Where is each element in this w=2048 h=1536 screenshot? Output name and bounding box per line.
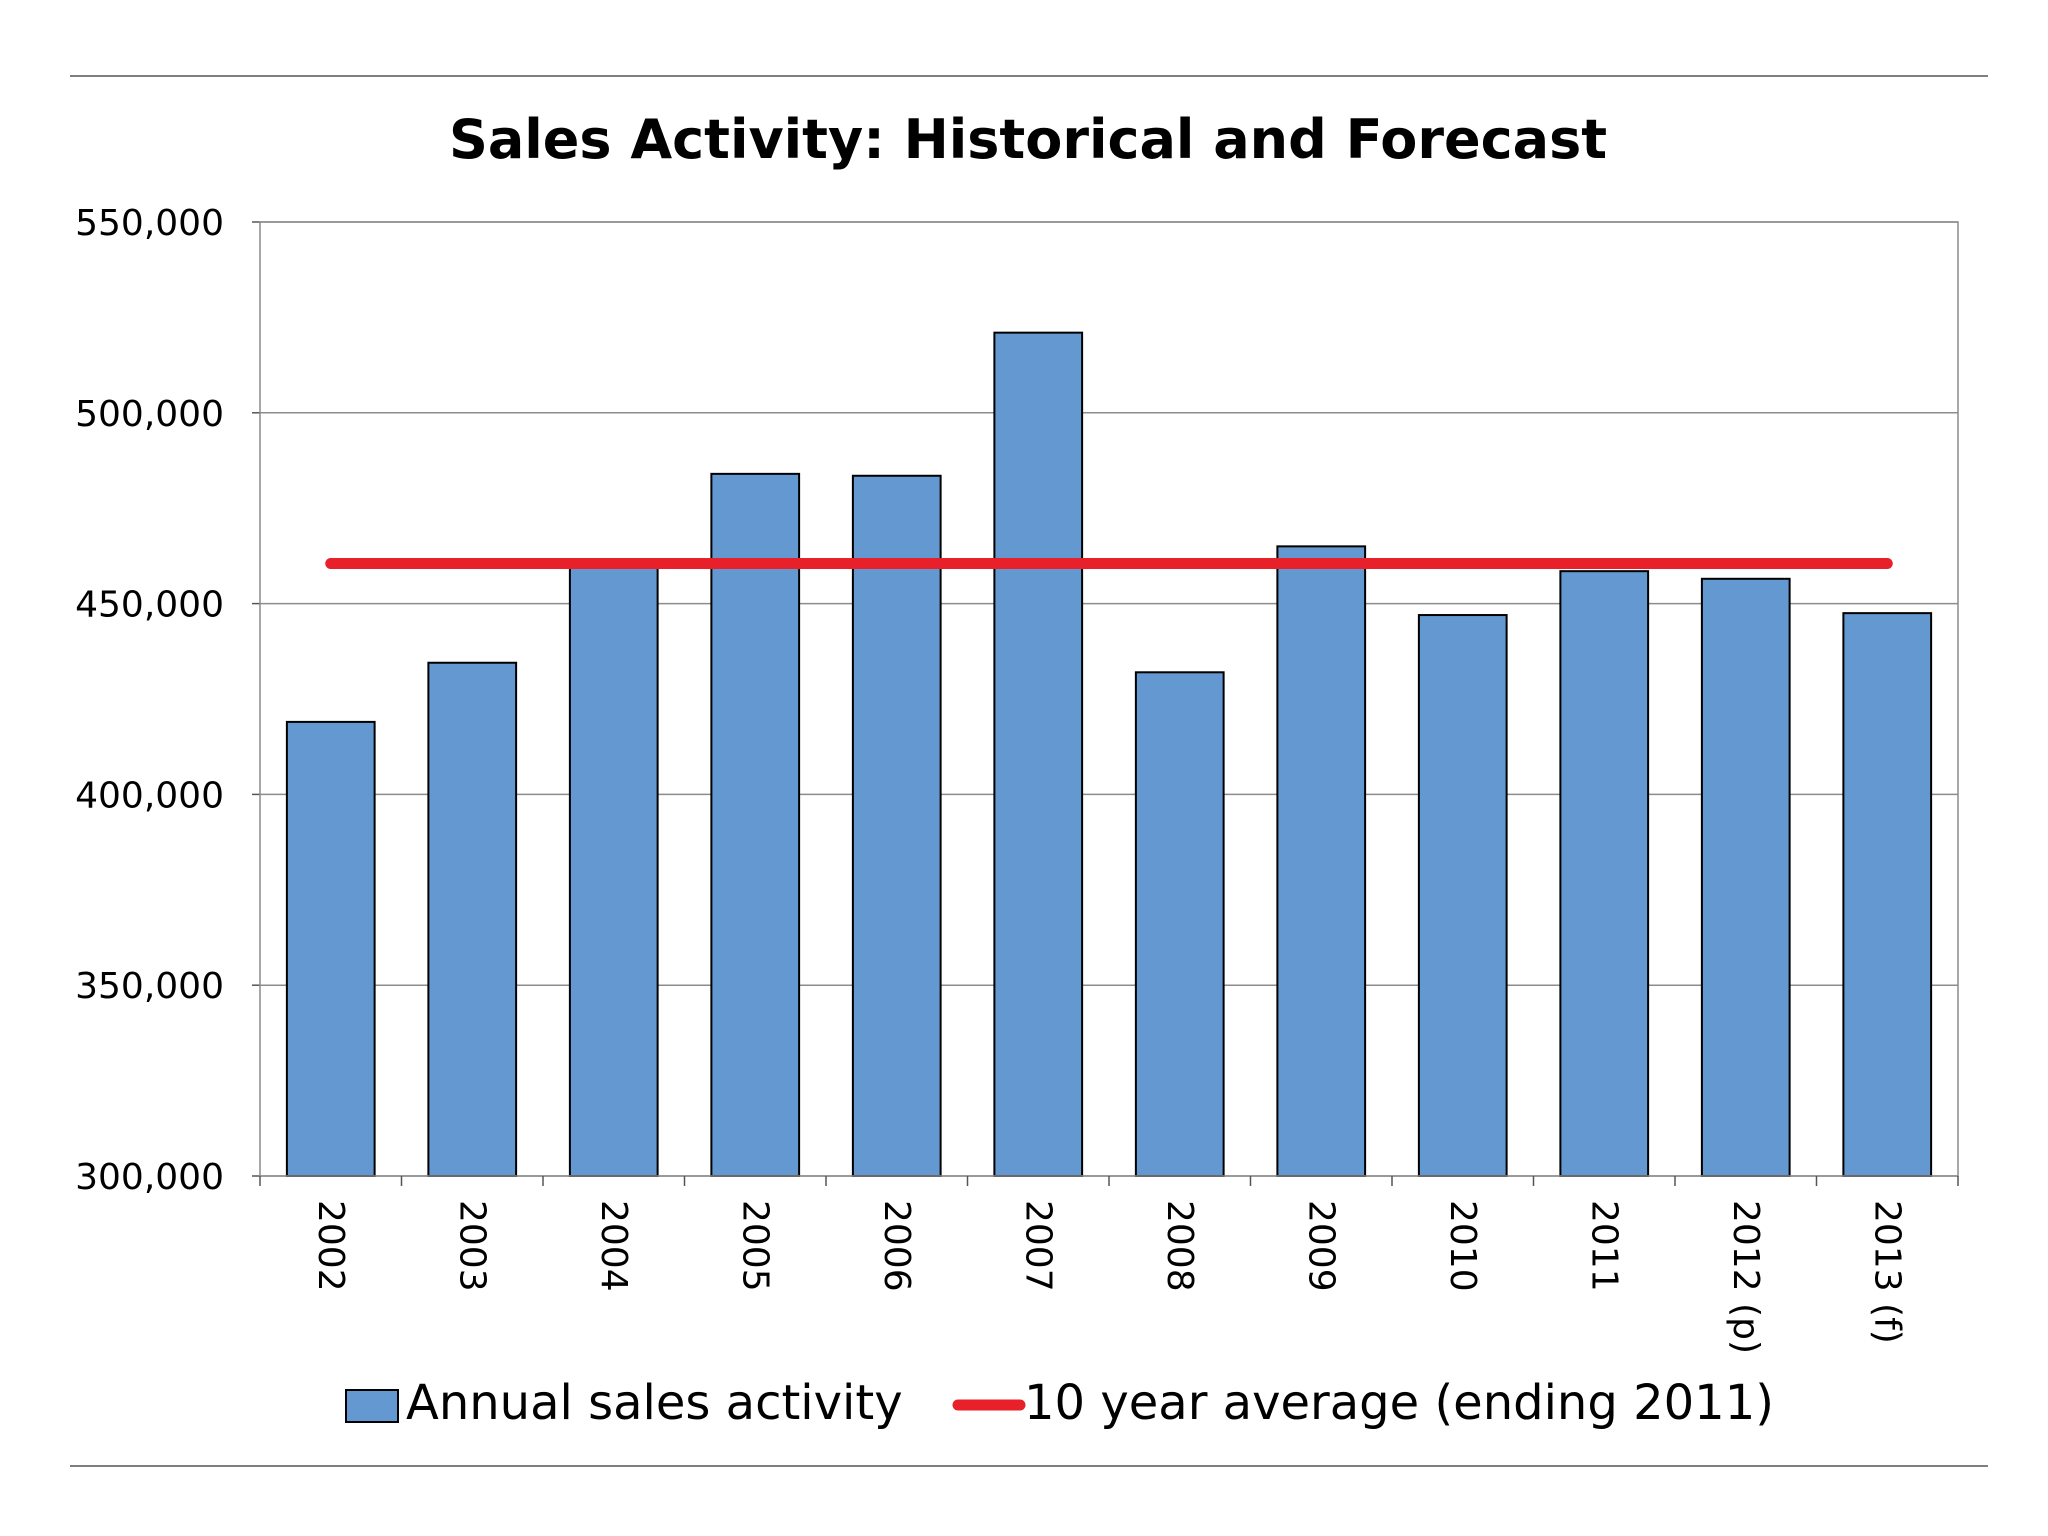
x-tick-label: 2008 <box>1159 1200 1200 1292</box>
x-tick-label: 2013 (f) <box>1866 1200 1907 1344</box>
x-tick-label: 2006 <box>876 1200 917 1292</box>
y-tick-label: 300,000 <box>75 1157 224 1198</box>
x-tick-label: 2010 <box>1442 1200 1483 1292</box>
x-tick-label: 2009 <box>1300 1200 1341 1292</box>
y-tick-label: 450,000 <box>75 585 224 626</box>
x-tick-label: 2011 <box>1583 1200 1624 1292</box>
x-tick-label: 2012 (p) <box>1725 1200 1766 1354</box>
legend-swatch-bars <box>345 1389 399 1423</box>
x-axis-tick-labels: 2002 2003 2004 2005 2006 2007 2008 2009 2010 2011… <box>310 1200 1908 1354</box>
x-tick-label: 2003 <box>451 1200 492 1292</box>
x-tick-label: 2002 <box>310 1200 351 1292</box>
bar-2013-f <box>1842 612 1933 1177</box>
y-tick-label: 350,000 <box>75 966 224 1007</box>
bar-2008 <box>1134 671 1225 1178</box>
bar-2009 <box>1276 545 1367 1177</box>
bar-2002 <box>285 720 376 1177</box>
x-tick-label: 2007 <box>1017 1200 1058 1292</box>
bar-2006 <box>851 474 942 1178</box>
bar-2004 <box>568 562 659 1177</box>
bar-2010 <box>1417 614 1508 1177</box>
y-tick-label: 400,000 <box>75 775 224 816</box>
y-axis-tick-labels: 300,000 350,000 400,000 450,000 500,000 550,0… <box>75 203 224 1198</box>
bar-2007 <box>993 331 1084 1177</box>
bar-2012-p <box>1700 577 1791 1177</box>
bottom-divider <box>70 1465 1988 1467</box>
legend-label-bars: Annual sales activity <box>406 1375 903 1431</box>
x-tick-label: 2004 <box>593 1200 634 1292</box>
bar-2011 <box>1559 570 1650 1177</box>
bar-series <box>285 331 1933 1178</box>
y-tick-label: 500,000 <box>75 394 224 435</box>
chart-title: Sales Activity: Historical and Forecast <box>449 108 1607 171</box>
axes <box>259 221 1959 1186</box>
bar-2005 <box>710 472 801 1177</box>
x-tick-label: 2005 <box>734 1200 775 1292</box>
top-divider <box>70 75 1988 77</box>
legend: Annual sales activity 10 year average (e… <box>345 1375 1774 1431</box>
y-tick-label: 550,000 <box>75 203 224 244</box>
bar-2003 <box>427 661 518 1177</box>
legend-label-line: 10 year average (ending 2011) <box>1024 1375 1774 1431</box>
